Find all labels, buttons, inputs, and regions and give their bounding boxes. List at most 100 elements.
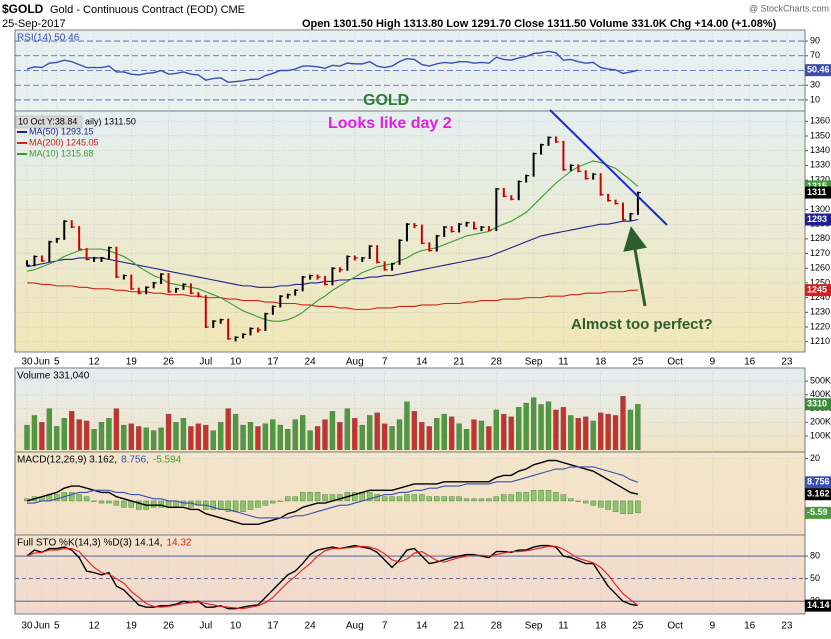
histogram-bar [583, 500, 589, 504]
volume-bar [590, 420, 596, 450]
volume-bar [150, 430, 157, 450]
volume-bar [598, 412, 604, 450]
price-bar [636, 191, 639, 215]
value-tag-label: -5.59 [807, 507, 828, 517]
x-tick-label: Jul [199, 357, 212, 368]
y-tick-label: 50 [810, 573, 820, 583]
x-tick-label: 11 [558, 357, 569, 368]
histogram-bar [270, 500, 276, 504]
histogram-bar [441, 496, 447, 502]
x-tick-label: 25 [632, 357, 644, 368]
volume-bar [277, 424, 283, 450]
volume-bar [76, 419, 82, 450]
histogram-bar [538, 490, 544, 502]
histogram-bar [426, 496, 432, 502]
volume-bar [627, 409, 634, 450]
x-tick-label: 30 [21, 357, 33, 368]
price-bar [331, 267, 334, 286]
price-bar [48, 240, 51, 262]
histogram-bar [508, 494, 514, 502]
x-tick-label: 21 [454, 621, 466, 632]
y-tick-label: 80 [810, 550, 820, 560]
legend-label: RSI(14) 50.46 [17, 33, 80, 44]
volume-bar [91, 429, 97, 450]
price-bar [234, 336, 237, 342]
volume-bar [83, 420, 90, 450]
price-bar [227, 318, 230, 340]
legend-label: MA(10) 1315.68 [29, 148, 94, 158]
series-line [26, 545, 639, 610]
histogram-bar [314, 492, 321, 502]
volume-bar [247, 422, 254, 450]
x-tick-label: Jul [199, 621, 212, 632]
price-bar [547, 136, 550, 146]
histogram-bar [113, 500, 120, 506]
price-bar [242, 333, 245, 339]
histogram-bar [121, 500, 127, 508]
price-bar [554, 136, 557, 143]
y-tick-label: 1280 [810, 233, 830, 243]
volume-bar [434, 418, 440, 450]
y-tick-label: 10 [810, 94, 820, 104]
value-tag [805, 284, 831, 297]
histogram-bar [98, 500, 105, 504]
price-bar [301, 276, 304, 292]
x-tick-label: 18 [595, 357, 607, 368]
price-bar [294, 289, 297, 296]
volume-bar [344, 408, 351, 450]
price-bar [309, 274, 312, 280]
price-bar [264, 312, 267, 331]
y-tick-label: 1330 [810, 160, 830, 170]
value-tag [805, 599, 831, 612]
volume-bar [605, 413, 611, 450]
volume-bar [404, 401, 410, 450]
price-bar [115, 246, 118, 279]
y-tick-label: 20 [810, 453, 820, 463]
histogram-bar [277, 500, 283, 502]
x-tick-label: Sep [525, 357, 543, 368]
volume-bar [560, 407, 567, 450]
histogram-bar [493, 496, 500, 502]
x-tick-label: 21 [454, 357, 466, 368]
volume-bar [448, 416, 455, 450]
price-bar [85, 248, 88, 261]
x-tick-label: 10 [230, 357, 242, 368]
histogram-bar [448, 496, 455, 502]
histogram-bar [247, 500, 254, 510]
volume-bar [24, 424, 30, 450]
volume-bar [568, 415, 574, 450]
histogram-bar [597, 500, 604, 508]
price-bar [100, 256, 103, 262]
histogram-bar [285, 496, 291, 502]
y-tick-label: 1230 [810, 307, 830, 317]
value-tag-label: 1315 [807, 181, 827, 191]
volume-bar [299, 415, 306, 450]
histogram-bar [217, 500, 224, 510]
x-tick-label: 28 [491, 357, 503, 368]
volume-bar [98, 422, 105, 450]
y-tick-label: 500K [810, 375, 831, 385]
volume-bar [359, 424, 365, 450]
price-bar [562, 140, 565, 171]
x-tick-label: 28 [491, 621, 503, 632]
date: 25-Sep-2017 [2, 18, 66, 30]
price-bar [405, 223, 408, 242]
volume-bar [352, 418, 358, 450]
price-bar [219, 318, 222, 324]
volume-bar [180, 418, 187, 450]
volume-bar [441, 413, 447, 450]
price-bar [525, 174, 528, 183]
x-tick-label: 16 [744, 357, 756, 368]
price-bar [212, 320, 215, 329]
x-tick-label: 18 [595, 621, 607, 632]
x-tick-label: 23 [781, 621, 793, 632]
series-line [27, 282, 638, 310]
price-bar [175, 287, 177, 293]
x-tick-label: 19 [126, 357, 138, 368]
y-tick-label: 1220 [810, 321, 830, 331]
y-tick-label: 1270 [810, 248, 830, 258]
panels [14, 29, 808, 615]
price-bar [510, 195, 513, 201]
x-tick-label: 23 [781, 357, 793, 368]
volume-bar [69, 411, 75, 450]
